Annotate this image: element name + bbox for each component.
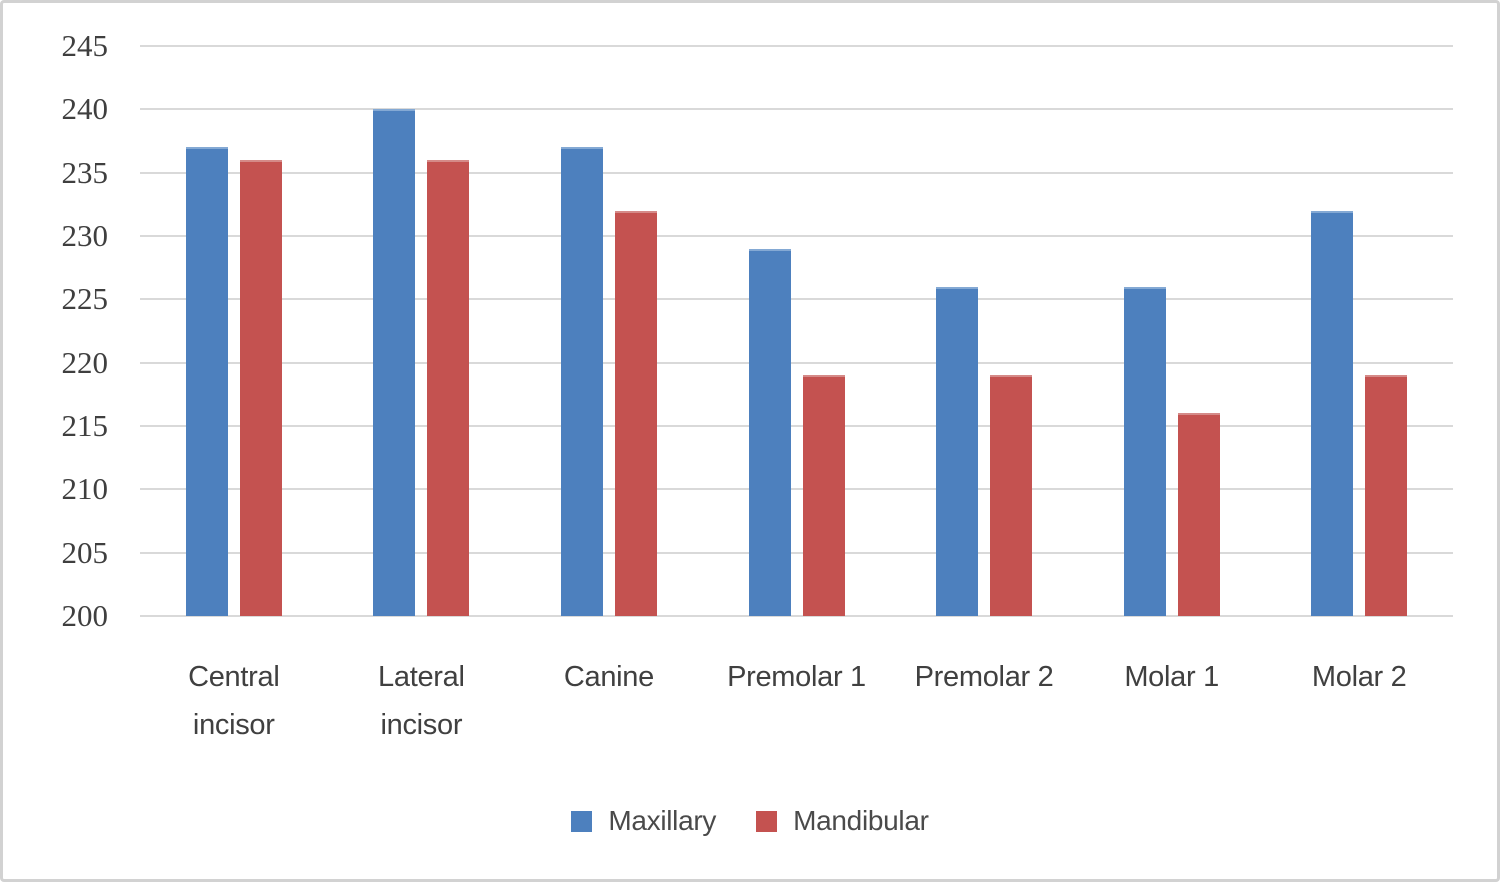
legend-swatch-mandibular [756,810,778,832]
x-category-label-molar-1: Molar 1 [1124,661,1219,693]
gridline-205 [140,551,1453,554]
x-category-label-premolar-1: Premolar 1 [727,661,866,693]
bar-mandibular-central-incisor [239,160,282,616]
bar-mandibular-molar-2 [1365,375,1408,616]
gridline-210 [140,488,1453,491]
legend-item-mandibular: Mandibular [756,805,929,837]
gridline-245 [140,45,1453,47]
y-tick-label-225: 225 [61,281,109,317]
bar-maxillary-premolar-1 [748,248,791,616]
gridline-200 [140,615,1453,617]
bar-mandibular-premolar-1 [802,375,845,616]
bar-maxillary-canine [560,147,603,616]
x-category-label-premolar-2: Premolar 2 [914,661,1054,693]
legend: Maxillary Mandibular [3,805,1497,837]
y-tick-label-210: 210 [61,471,109,507]
bar-mandibular-lateral-incisor [427,160,470,616]
y-tick-label-220: 220 [61,344,109,380]
y-tick-label-230: 230 [61,218,109,253]
bar-mandibular-molar-1 [1177,413,1220,616]
y-tick-label-215: 215 [61,408,109,443]
legend-item-maxillary: Maxillary [571,805,716,837]
x-category-label-lateral-incisor: Lateral incisor [378,661,465,741]
gridline-240 [140,108,1453,111]
gridline-230 [140,235,1453,237]
bar-maxillary-central-incisor [185,147,228,616]
gridline-215 [140,425,1453,427]
x-category-label-molar-2: Molar 2 [1311,661,1407,693]
legend-swatch-maxillary [571,810,593,832]
y-tick-label-200: 200 [61,598,109,633]
y-tick-label-235: 235 [61,154,109,190]
legend-label-maxillary: Maxillary [608,805,717,836]
bar-maxillary-premolar-2 [936,286,979,616]
bar-maxillary-molar-1 [1123,286,1166,616]
bar-maxillary-molar-2 [1311,210,1354,616]
gridline-235 [140,171,1453,174]
bar-maxillary-lateral-incisor [373,109,416,616]
bar-mandibular-premolar-2 [990,375,1033,616]
x-category-label-canine: Canine [563,661,654,693]
gridline-225 [140,298,1453,301]
y-tick-label-240: 240 [61,91,109,127]
y-tick-label-205: 205 [61,534,109,570]
y-tick-label-245: 245 [61,28,109,63]
legend-label-mandibular: Mandibular [793,805,929,836]
gridline-220 [140,361,1453,364]
bar-mandibular-canine [614,210,657,616]
x-category-label-central-incisor: Central incisor [188,661,280,741]
